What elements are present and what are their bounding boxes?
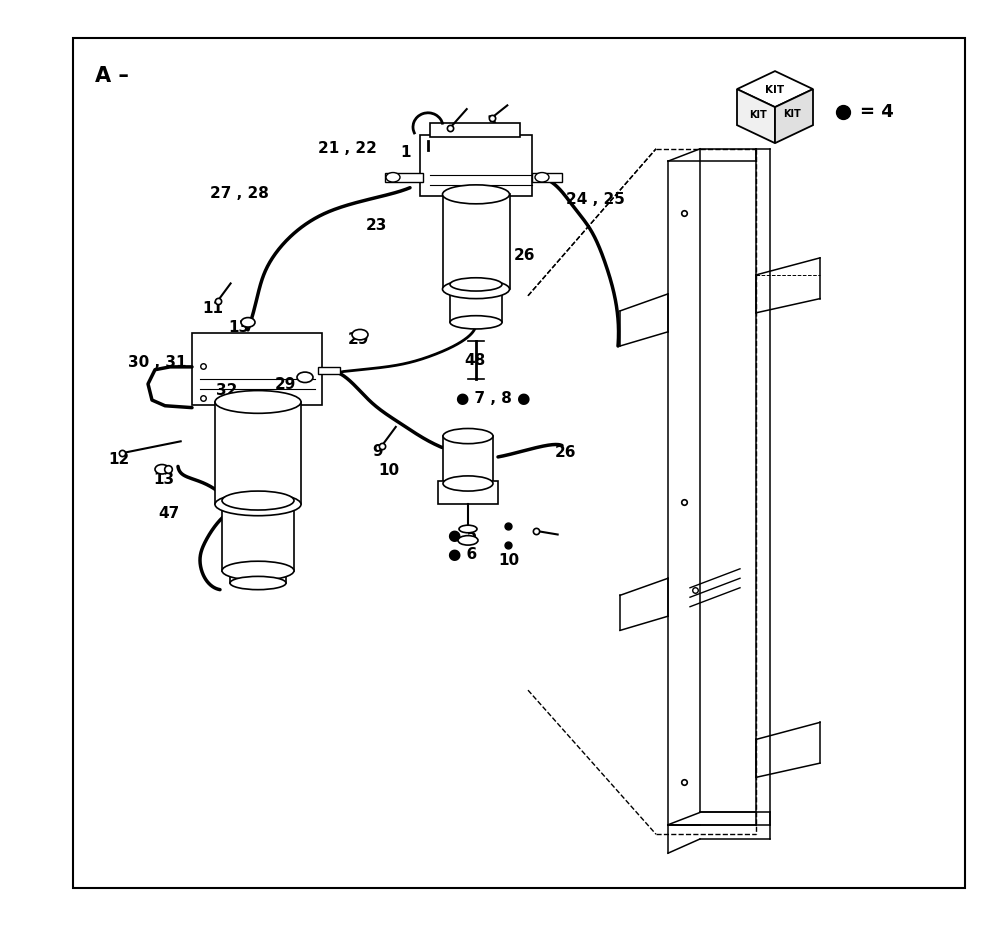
Ellipse shape bbox=[442, 185, 510, 204]
Text: 23: 23 bbox=[366, 218, 387, 233]
Ellipse shape bbox=[443, 428, 493, 444]
Text: KIT: KIT bbox=[765, 85, 785, 95]
Ellipse shape bbox=[230, 576, 286, 590]
Ellipse shape bbox=[450, 278, 502, 291]
Text: 21 , 22: 21 , 22 bbox=[318, 141, 377, 156]
Ellipse shape bbox=[442, 280, 510, 299]
Text: 3: 3 bbox=[487, 115, 498, 130]
Text: KIT: KIT bbox=[783, 109, 801, 119]
Ellipse shape bbox=[241, 318, 255, 327]
Text: ● 5: ● 5 bbox=[448, 528, 477, 543]
Ellipse shape bbox=[155, 465, 169, 474]
Ellipse shape bbox=[222, 491, 294, 510]
Text: 10: 10 bbox=[378, 463, 399, 478]
Ellipse shape bbox=[459, 525, 477, 533]
Ellipse shape bbox=[443, 476, 493, 491]
Text: 47: 47 bbox=[158, 506, 179, 521]
Text: 26: 26 bbox=[555, 445, 576, 460]
Ellipse shape bbox=[450, 316, 502, 329]
Text: 9: 9 bbox=[372, 444, 383, 459]
Text: 13: 13 bbox=[153, 472, 174, 487]
Polygon shape bbox=[737, 89, 775, 143]
Text: 30 , 31: 30 , 31 bbox=[128, 355, 186, 370]
FancyBboxPatch shape bbox=[215, 402, 301, 504]
Ellipse shape bbox=[222, 561, 294, 580]
Ellipse shape bbox=[352, 330, 368, 340]
Ellipse shape bbox=[458, 536, 478, 545]
Polygon shape bbox=[775, 89, 813, 143]
Text: 1: 1 bbox=[400, 145, 411, 160]
Ellipse shape bbox=[297, 372, 313, 383]
Text: = 4: = 4 bbox=[860, 103, 894, 120]
Text: 12: 12 bbox=[108, 452, 129, 467]
Ellipse shape bbox=[386, 173, 400, 182]
Polygon shape bbox=[737, 71, 813, 107]
Text: 32: 32 bbox=[216, 383, 237, 398]
FancyBboxPatch shape bbox=[443, 436, 493, 483]
FancyBboxPatch shape bbox=[450, 284, 502, 322]
Text: KIT: KIT bbox=[749, 110, 766, 120]
Text: 2: 2 bbox=[437, 123, 448, 138]
Text: 29: 29 bbox=[348, 332, 369, 347]
FancyBboxPatch shape bbox=[532, 173, 562, 182]
FancyBboxPatch shape bbox=[318, 367, 340, 374]
Ellipse shape bbox=[215, 391, 301, 413]
Text: 26: 26 bbox=[514, 248, 536, 264]
FancyBboxPatch shape bbox=[385, 173, 423, 182]
FancyBboxPatch shape bbox=[430, 123, 520, 137]
Text: 24 , 25: 24 , 25 bbox=[566, 191, 625, 207]
Text: A –: A – bbox=[95, 66, 129, 86]
FancyBboxPatch shape bbox=[222, 501, 294, 571]
Ellipse shape bbox=[535, 173, 549, 182]
Text: 27 , 28: 27 , 28 bbox=[210, 186, 269, 201]
FancyBboxPatch shape bbox=[443, 194, 510, 289]
Text: 11: 11 bbox=[202, 301, 223, 316]
Text: 48: 48 bbox=[464, 353, 485, 368]
Text: 10: 10 bbox=[498, 553, 519, 568]
FancyBboxPatch shape bbox=[420, 135, 532, 196]
Text: ● 7 , 8 ●: ● 7 , 8 ● bbox=[456, 391, 530, 406]
Text: ● 6: ● 6 bbox=[448, 547, 477, 562]
Text: 29: 29 bbox=[275, 377, 296, 392]
Ellipse shape bbox=[215, 493, 301, 516]
Text: 13: 13 bbox=[228, 319, 249, 335]
FancyBboxPatch shape bbox=[438, 481, 498, 504]
Bar bbox=[73, 38, 965, 888]
FancyBboxPatch shape bbox=[192, 333, 322, 405]
FancyBboxPatch shape bbox=[230, 568, 286, 583]
